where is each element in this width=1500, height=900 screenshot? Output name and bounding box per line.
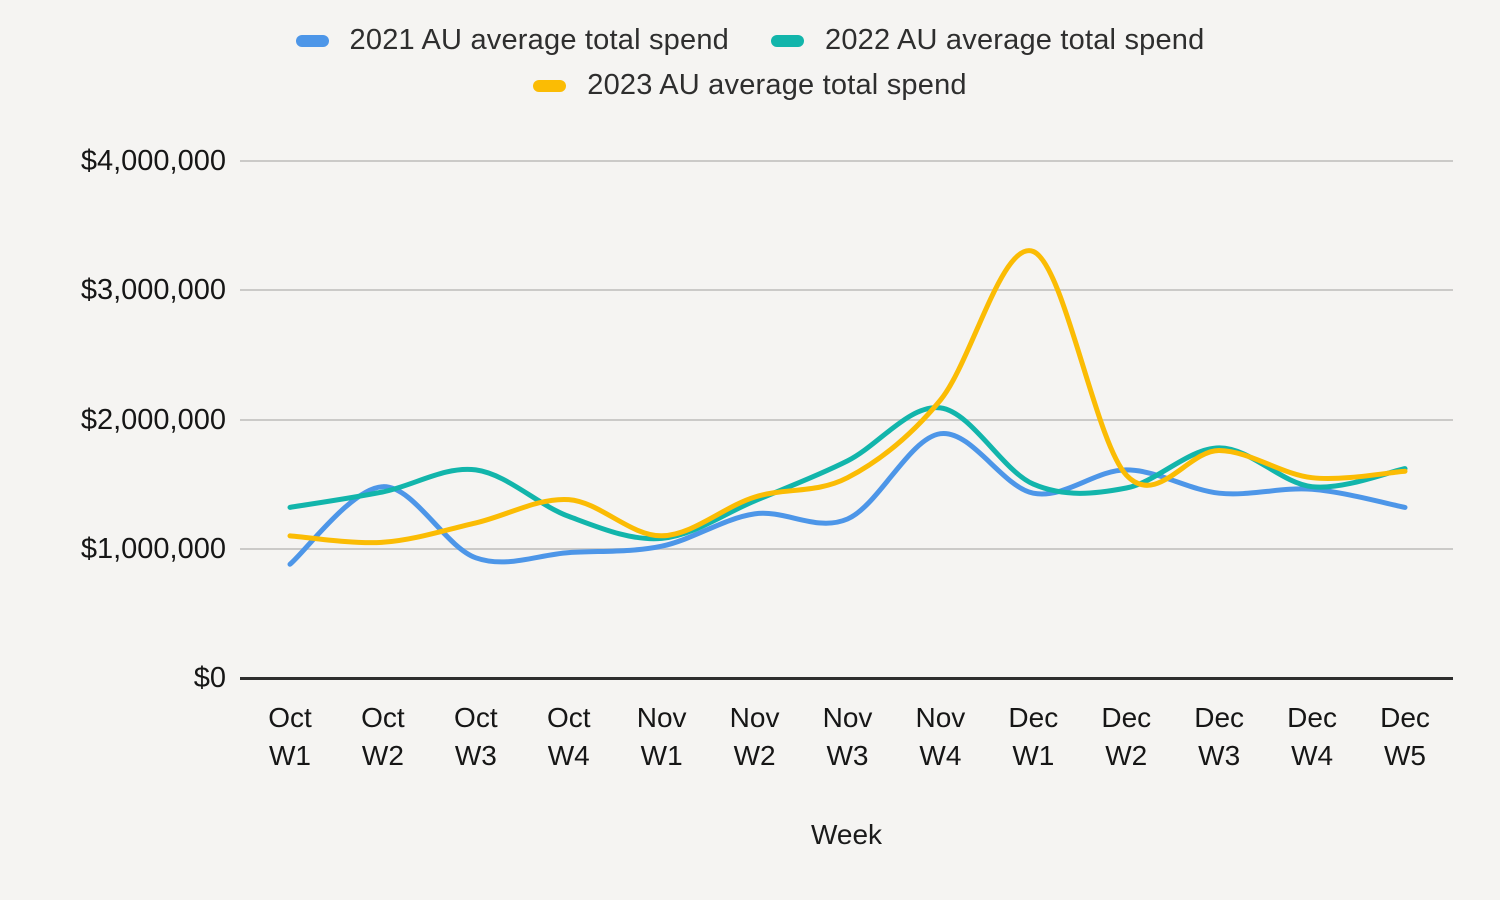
- x-tick-label: Oct W3: [454, 702, 498, 771]
- x-axis-baseline: [240, 676, 1453, 680]
- legend-swatch-2021-icon: [295, 34, 329, 47]
- chart-legend: 2021 AU average total spend 2022 AU aver…: [0, 0, 1500, 102]
- series-line-2022[interactable]: [287, 405, 1408, 542]
- y-tick-label: $1,000,000: [80, 532, 226, 565]
- gridline: [240, 289, 1453, 292]
- series-line-2023[interactable]: [287, 248, 1408, 546]
- legend-label-2021: 2021 AU average total spend: [349, 24, 729, 56]
- legend-row-2: 2023 AU average total spend: [0, 69, 1500, 102]
- x-axis-title: Week: [810, 819, 883, 850]
- x-tick-label: Nov W4: [915, 702, 966, 771]
- y-tick-label: $4,000,000: [80, 145, 226, 177]
- legend-label-2023: 2023 AU average total spend: [587, 69, 967, 101]
- legend-label-2022: 2022 AU average total spend: [825, 24, 1205, 56]
- x-tick-label: Oct W1: [268, 702, 312, 771]
- x-tick-label: Dec W2: [1101, 702, 1152, 771]
- legend-item-2022[interactable]: 2022 AU average total spend: [771, 24, 1204, 57]
- y-tick-label: $2,000,000: [80, 403, 226, 436]
- x-tick-label: Dec W5: [1380, 702, 1430, 771]
- x-tick-label: Nov W2: [729, 702, 780, 771]
- legend-item-2021[interactable]: 2021 AU average total spend: [295, 24, 729, 57]
- gridline: [240, 547, 1453, 550]
- x-tick-label: Nov W3: [822, 702, 873, 771]
- y-tick-label: $0: [193, 662, 226, 694]
- legend-swatch-2023-icon: [533, 79, 567, 92]
- x-tick-label: Nov W1: [636, 702, 687, 771]
- legend-row-1: 2021 AU average total spend 2022 AU aver…: [0, 24, 1500, 57]
- series-line-2021[interactable]: [287, 431, 1408, 567]
- legend-swatch-2022-icon: [771, 34, 804, 47]
- x-tick-label: Oct W4: [546, 702, 591, 771]
- y-tick-label: $3,000,000: [80, 274, 226, 307]
- gridline: [240, 160, 1453, 162]
- x-tick-label: Dec W1: [1008, 702, 1059, 771]
- legend-item-2023[interactable]: 2023 AU average total spend: [533, 69, 967, 102]
- gridline: [240, 418, 1453, 421]
- x-tick-label: Dec W3: [1194, 702, 1245, 771]
- x-tick-label: Oct W2: [361, 702, 405, 771]
- x-tick-label: Dec W4: [1287, 702, 1337, 771]
